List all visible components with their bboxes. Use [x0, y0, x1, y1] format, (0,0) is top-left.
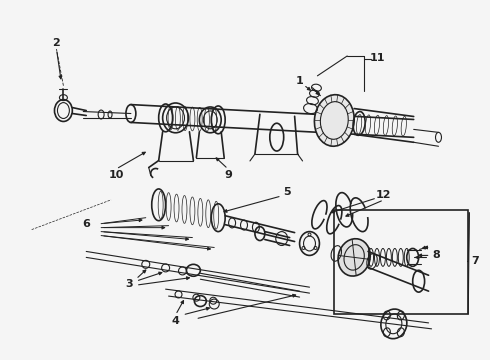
Ellipse shape	[315, 95, 354, 146]
Ellipse shape	[338, 239, 370, 276]
Text: 12: 12	[376, 190, 392, 200]
Text: 6: 6	[82, 219, 90, 229]
Text: 10: 10	[108, 170, 123, 180]
Text: 5: 5	[283, 187, 291, 197]
Text: 1: 1	[295, 76, 303, 86]
Text: 11: 11	[369, 53, 385, 63]
Text: 9: 9	[224, 170, 232, 180]
Text: 4: 4	[172, 316, 179, 326]
Text: 7: 7	[471, 256, 479, 266]
Bar	[334, 210, 468, 314]
Text: 8: 8	[433, 251, 441, 260]
Text: 3: 3	[125, 279, 133, 289]
Text: 2: 2	[52, 38, 60, 48]
